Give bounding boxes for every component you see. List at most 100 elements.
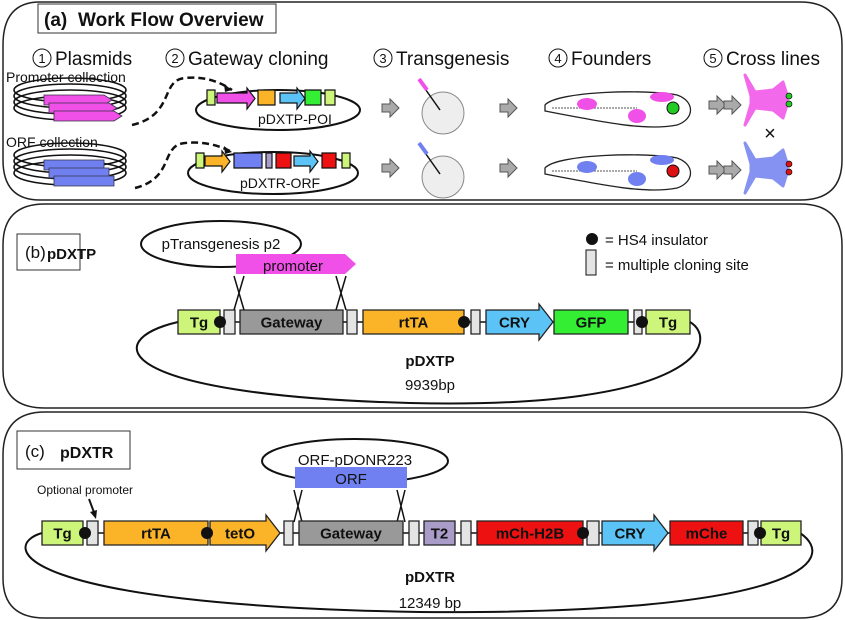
recombination-crosses: [293, 489, 406, 523]
backbone-b: [135, 321, 702, 405]
panel-c: (c) pDXTR ORF-pDONR223 ORF Optional prom…: [2, 411, 843, 619]
promoter-fragment: [43, 94, 113, 106]
panel-c-title-box: [16, 430, 131, 470]
mcs-site: [283, 520, 294, 546]
orf-fragment: [53, 175, 115, 187]
panel-a-title-box: [37, 3, 277, 34]
cross-symbol: ×: [764, 123, 776, 145]
segment-label: rtTA: [399, 315, 429, 332]
pdxtp-segment-gfp: [553, 309, 629, 335]
fluorescent-patch: [628, 172, 646, 186]
segment-label: tetO: [225, 526, 255, 543]
segment-label: Gateway: [261, 315, 323, 332]
fluorescent-patch: [650, 92, 674, 102]
hs4-insulator: [214, 316, 226, 328]
flow-arrows: [381, 94, 742, 181]
embryo: [421, 91, 465, 135]
mcs-site: [470, 309, 481, 335]
embryo: [421, 155, 465, 199]
fluorescent-patch: [577, 98, 597, 110]
frog-eye: [785, 168, 793, 176]
frog: [743, 141, 789, 195]
segment-label: Tg: [53, 526, 71, 543]
orf-insert-label: ORF: [335, 471, 367, 488]
mini-construct-element: [293, 149, 319, 174]
pdxtp-segment-cry: [485, 302, 554, 342]
hs4-insulator: [201, 527, 213, 539]
gateway-constructs: [187, 86, 361, 195]
plasmid-size-c: 12349 bp: [399, 595, 462, 612]
step-label: Cross lines: [726, 49, 820, 70]
construct-bottom-label: pDXTR-ORF: [240, 175, 320, 191]
frog: [743, 73, 789, 127]
flow-arrow: [708, 159, 727, 181]
cross-frogs: [743, 73, 793, 195]
mini-construct-element: [257, 89, 276, 106]
step-label: Plasmids: [55, 49, 132, 70]
dashed-arrow-promoter: [131, 76, 233, 127]
mini-construct-element: [279, 86, 306, 111]
mini-construct-element: [321, 152, 337, 169]
segment-label: mCh-H2B: [496, 526, 565, 543]
dashed-arrow-head: [224, 84, 232, 92]
segment-label: CRY: [614, 526, 645, 543]
mini-construct-element: [204, 149, 231, 174]
mini-construct-element: [341, 152, 351, 169]
step-number-circle: [703, 48, 723, 68]
step-label: Founders: [571, 49, 651, 70]
orf-insert: [295, 467, 407, 488]
mcs-site: [460, 520, 472, 546]
frog-eye: [785, 92, 793, 100]
panel-c-title: pDXTR: [60, 445, 114, 462]
flow-arrow: [708, 94, 727, 116]
segment-label: Gateway: [320, 526, 382, 543]
needle-tip: [417, 141, 429, 156]
mini-construct-element: [265, 152, 273, 169]
step-number: 4: [554, 51, 561, 66]
mini-construct-element: [233, 152, 263, 169]
flow-arrow: [499, 157, 518, 179]
segment-label: GFP: [576, 315, 607, 332]
panel-b-title-box: [16, 233, 81, 271]
hs4-insulator: [577, 527, 589, 539]
panel-b: (b) pDXTP pTransgenesis p2 promoter = HS…: [2, 203, 843, 409]
mini-construct-element: [206, 89, 216, 106]
panel-c-frame: [2, 411, 843, 619]
construct-pdxtr: Tg rtTA tetO Gateway T2 mCh-H2B CRY mChe Tg: [41, 513, 802, 553]
promoter-insert: [236, 254, 356, 274]
panel-c-letter: (c): [25, 442, 45, 461]
fluorescent-patch: [628, 109, 646, 123]
step-label: Gateway cloning: [188, 49, 328, 70]
injected-embryos: [417, 77, 465, 199]
hs4-insulator: [458, 316, 470, 328]
legend-insulator-icon: [586, 233, 598, 245]
plasmid-size-b: 9939bp: [405, 377, 455, 394]
dashed-arrow-orf: [134, 141, 233, 190]
segment-label: mChe: [686, 526, 728, 543]
mini-construct-element: [324, 89, 336, 106]
plasmid-stacks: [13, 77, 127, 187]
pdxtp-segment-tg: [177, 309, 221, 335]
step-label: Transgenesis: [396, 49, 509, 70]
mini-construct-element: [304, 89, 322, 106]
optional-promoter-label: Optional promoter: [37, 483, 133, 497]
pdxtr-segment-gateway: [298, 520, 404, 546]
mcs-site: [408, 520, 420, 546]
dashed-arrow-head: [224, 146, 232, 154]
step-headers: 1 Plasmids 2 Gateway cloning 3 Transgenesis 4 F…: [32, 48, 820, 70]
donor-label: pTransgenesis p2: [162, 236, 281, 253]
hs4-insulator: [636, 316, 648, 328]
mini-construct-element: [216, 86, 256, 111]
panel-a-frame: [2, 1, 843, 201]
step-number-circle: [548, 48, 568, 68]
mcs-site: [346, 309, 358, 335]
recombination-crosses: [233, 275, 347, 311]
donor-label: ORF-pDONR223: [298, 452, 412, 469]
mcs-site: [747, 520, 759, 546]
hs4-insulator: [79, 527, 91, 539]
mini-construct-element: [275, 152, 292, 169]
pdxtr-segment-cry: [601, 513, 669, 553]
construct-top-label: pDXTP-POI: [258, 111, 332, 127]
flow-arrow: [723, 94, 742, 116]
